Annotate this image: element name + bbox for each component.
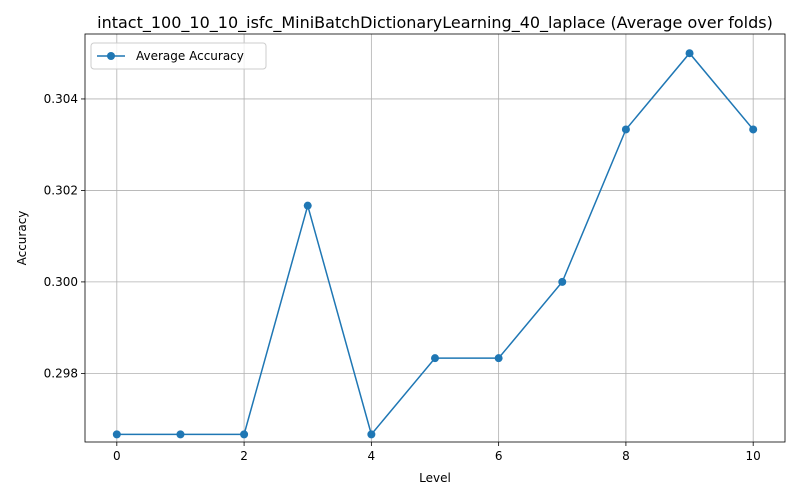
legend-box [90, 42, 267, 70]
data-point-marker [749, 125, 758, 134]
data-point-marker [621, 125, 630, 134]
x-tick-label: 2 [240, 449, 248, 463]
series-marker-layer [112, 49, 758, 439]
y-axis-label: Accuracy [15, 211, 29, 266]
legend: Average Accuracy [90, 42, 267, 70]
data-point-marker [558, 277, 567, 286]
y-tick-label: 0.298 [44, 366, 78, 380]
y-tick-label: 0.304 [44, 92, 78, 106]
y-tick-label: 0.302 [44, 183, 78, 197]
grid [85, 34, 785, 442]
x-tick-label: 0 [113, 449, 121, 463]
x-tick-label: 8 [622, 449, 630, 463]
y-axis-ticks: 0.298 0.300 0.302 0.304 [44, 92, 85, 380]
legend-marker-swatch [107, 52, 115, 60]
x-tick-label: 4 [368, 449, 376, 463]
data-point-marker [303, 201, 312, 210]
data-point-marker [176, 430, 185, 439]
data-point-marker [431, 354, 439, 363]
data-point-marker [240, 430, 249, 439]
plot-frame [84, 33, 786, 443]
x-axis-label: Level [419, 471, 451, 485]
data-point-marker [685, 49, 694, 58]
legend-label: Average Accuracy [136, 49, 244, 63]
chart-title: intact_100_10_10_isfc_MiniBatchDictionar… [97, 13, 773, 33]
data-point-marker [112, 430, 121, 439]
x-axis-ticks: 0 2 4 6 8 10 [113, 442, 761, 463]
y-tick-label: 0.300 [44, 275, 78, 289]
data-point-marker [494, 354, 503, 363]
data-point-marker [367, 430, 376, 439]
x-tick-label: 6 [495, 449, 503, 463]
x-tick-label: 10 [746, 449, 761, 463]
